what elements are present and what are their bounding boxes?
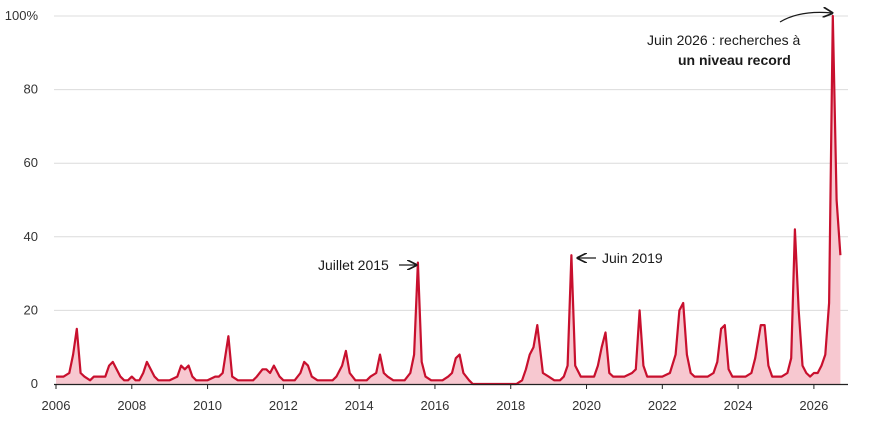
annotation-june-2019-label: Juin 2019 — [602, 250, 663, 266]
x-tick-label: 2014 — [345, 398, 374, 413]
x-tick-label: 2022 — [648, 398, 677, 413]
y-tick-label: 0 — [31, 376, 38, 391]
x-tick-label: 2026 — [799, 398, 828, 413]
y-tick-label: 60 — [24, 155, 38, 170]
x-tick-label: 2008 — [117, 398, 146, 413]
grid-layer — [54, 15, 848, 311]
annotation-june-2026-record: un niveau record — [678, 52, 791, 68]
y-tick-label: 40 — [24, 229, 38, 244]
x-tick-label: 2018 — [496, 398, 525, 413]
annotation-june-2026: Juin 2026 : recherches à un niveau recor… — [647, 12, 832, 68]
x-tick-label: 2006 — [42, 398, 71, 413]
y-tick-label: 100% — [5, 8, 39, 23]
annotation-june-2026-label: Juin 2026 : recherches à — [647, 32, 801, 48]
annotation-july-2015: Juillet 2015 — [318, 257, 416, 273]
x-tick-label: 2016 — [420, 398, 449, 413]
x-tick-label: 2010 — [193, 398, 222, 413]
annotation-june-2019: Juin 2019 — [578, 250, 663, 266]
annotation-july-2015-label: Juillet 2015 — [318, 257, 389, 273]
x-tick-label: 2024 — [724, 398, 753, 413]
y-tick-label: 80 — [24, 82, 38, 97]
annotation-june-2026-arrow — [779, 12, 832, 23]
x-tick-label: 2020 — [572, 398, 601, 413]
series-line — [56, 14, 842, 386]
x-tick-labels: 2006 2008 2010 2012 2014 2016 2018 2020 2022 2024… — [42, 384, 828, 413]
x-tick-label: 2012 — [269, 398, 298, 413]
series-area-fill — [56, 16, 841, 384]
y-tick-label: 20 — [24, 302, 38, 317]
y-tick-labels: 0 20 40 60 80 100% — [5, 8, 39, 391]
